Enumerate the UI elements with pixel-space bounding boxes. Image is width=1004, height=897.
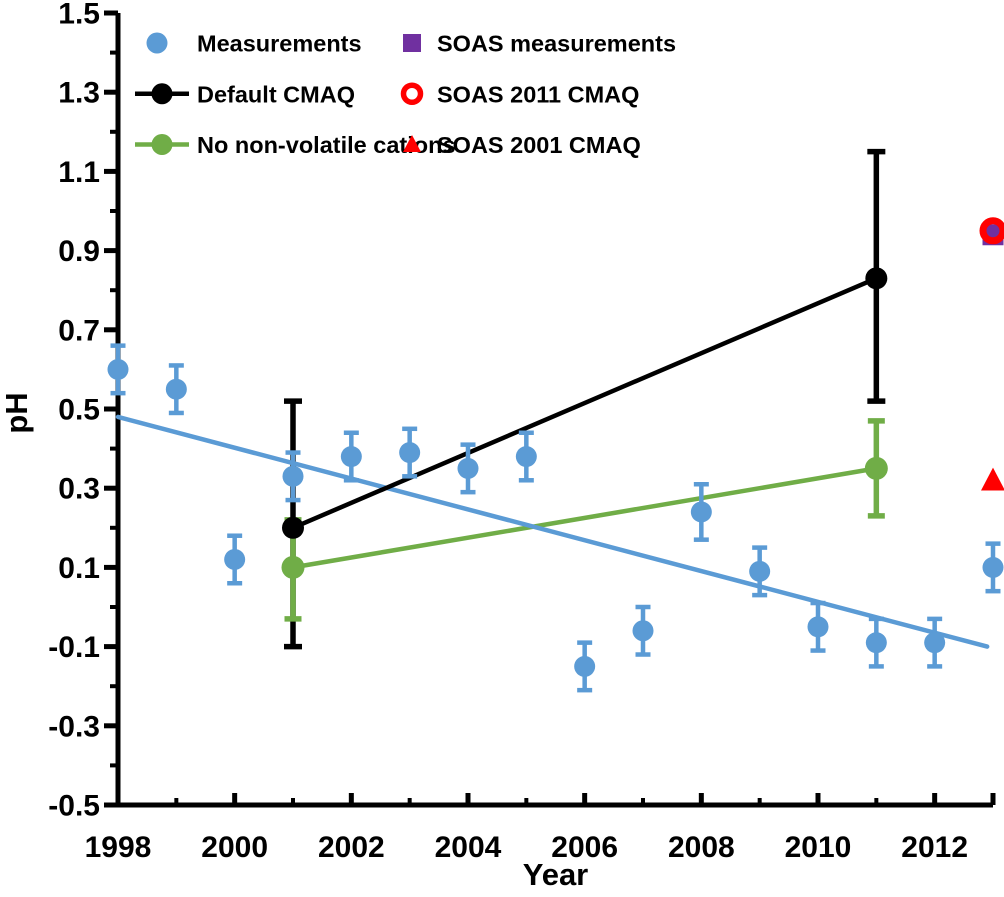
soas-2011-cmaq-point <box>979 217 1004 245</box>
legend-label: SOAS 2011 CMAQ <box>437 81 639 107</box>
default-cmaq-point <box>282 516 304 539</box>
measurements-point <box>340 446 362 468</box>
x-tick-label: 2000 <box>201 831 268 864</box>
no-non-volatile-cations-legend-marker <box>151 134 173 155</box>
y-tick-label: 1.1 <box>58 156 100 189</box>
measurements-point <box>865 632 887 654</box>
legend-label: Measurements <box>197 31 362 57</box>
measurements-point <box>282 465 304 487</box>
no-non-volatile-cations-point <box>864 456 888 480</box>
measurements-point <box>165 378 187 400</box>
measurements-point <box>807 616 829 638</box>
no-non-volatile-cations-line <box>290 466 879 570</box>
measurements-point <box>224 548 246 570</box>
measurements-trend-line <box>115 414 990 649</box>
legend-label: Default CMAQ <box>197 81 355 107</box>
x-tick-label: 2004 <box>435 831 502 864</box>
x-tick-label: 2006 <box>551 831 618 864</box>
x-axis-title: Year <box>523 857 589 892</box>
soas-2011-cmaq-points <box>979 217 1004 245</box>
legend-item-measurements: Measurements <box>146 31 362 57</box>
legend-label: SOAS 2001 CMAQ <box>437 132 641 158</box>
measurements-points <box>107 358 1004 677</box>
y-axis-title: pH <box>0 392 34 433</box>
y-tick-label: 1.3 <box>58 77 100 110</box>
soas-2001-cmaq-legend-marker <box>403 135 421 152</box>
no-non-volatile-cations-points <box>281 456 888 579</box>
measurements-point <box>924 632 946 654</box>
y-tick-label: 0.7 <box>58 314 100 347</box>
y-tick-label: 0.9 <box>58 235 100 268</box>
y-tick-label: 0.1 <box>58 552 100 585</box>
measurements-point <box>515 446 537 468</box>
soas-2011-cmaq-legend-marker <box>400 82 424 105</box>
measurements-legend-marker <box>146 32 168 54</box>
legend-item-default-cmaq: Default CMAQ <box>135 81 355 107</box>
soas-2001-cmaq-points <box>981 467 1004 491</box>
x-tick-label: 2002 <box>318 831 385 864</box>
measurements-point <box>399 442 421 464</box>
no-non-volatile-cations-point <box>281 555 305 579</box>
measurements-point <box>574 655 596 677</box>
measurements-point <box>107 358 129 380</box>
default-cmaq-legend-marker <box>151 83 173 105</box>
legend-item-soas-2011-cmaq: SOAS 2011 CMAQ <box>400 81 639 107</box>
default-cmaq-point <box>865 267 888 290</box>
y-tick-label: -0.5 <box>48 790 100 823</box>
measurements-point <box>749 560 771 582</box>
legend-label: SOAS measurements <box>437 31 676 57</box>
y-tick-label: 1.5 <box>58 0 100 31</box>
soas-measurements-legend-marker <box>403 34 421 52</box>
default-cmaq-points <box>282 267 888 539</box>
x-tick-label: 2012 <box>901 831 968 864</box>
measurements-point <box>982 556 1004 578</box>
x-tick-label: 2010 <box>785 831 852 864</box>
legend-item-soas-measurements: SOAS measurements <box>403 31 676 57</box>
default-cmaq-line <box>290 276 879 531</box>
y-tick-label: -0.3 <box>48 710 100 743</box>
x-tick-label: 2008 <box>668 831 735 864</box>
legend-item-soas-2001-cmaq: SOAS 2001 CMAQ <box>403 132 641 158</box>
x-tick-label: 1998 <box>85 831 152 864</box>
y-tick-label: 0.3 <box>58 473 100 506</box>
soas-2001-cmaq-point <box>981 467 1004 491</box>
measurements-point <box>457 457 479 479</box>
measurements-point <box>632 620 654 642</box>
y-tick-label: -0.1 <box>48 631 100 664</box>
y-tick-label: 0.5 <box>58 394 100 427</box>
measurements-point <box>690 501 712 523</box>
